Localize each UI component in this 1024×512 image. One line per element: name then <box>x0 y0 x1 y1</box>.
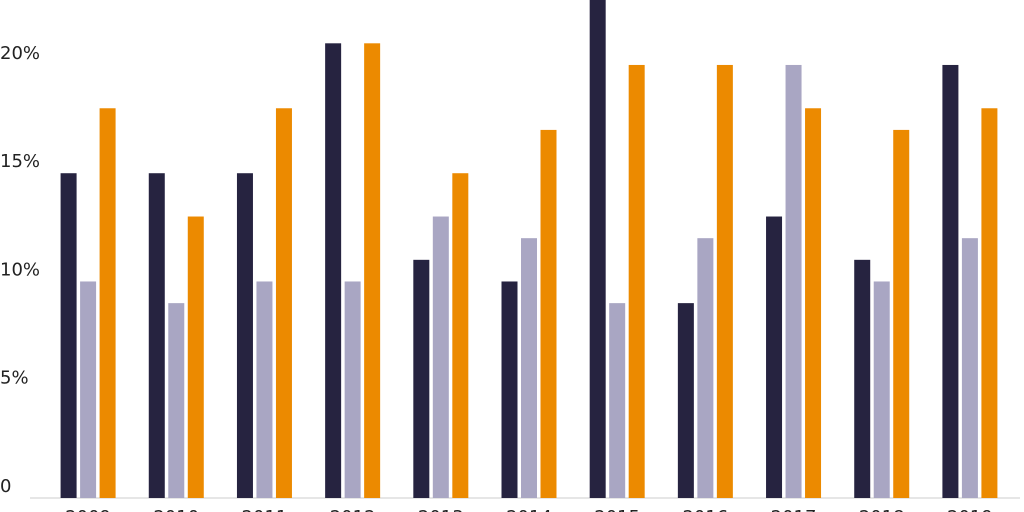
bar <box>168 303 185 498</box>
bar <box>677 303 694 498</box>
bar <box>501 281 518 498</box>
x-tick-label: 2019 <box>947 507 993 512</box>
bar <box>893 129 910 499</box>
x-tick-label: 2015 <box>594 507 640 512</box>
y-tick-label: 20% <box>0 43 40 64</box>
bar <box>628 64 645 499</box>
bar <box>236 173 253 498</box>
x-tick-label: 2016 <box>682 507 728 512</box>
bar <box>521 238 537 498</box>
bar <box>609 303 626 498</box>
bar <box>275 108 292 499</box>
x-tick-label: 2010 <box>153 507 199 512</box>
bar <box>148 173 165 498</box>
bar <box>873 281 890 498</box>
y-tick-label: 15% <box>0 151 40 172</box>
bar <box>344 281 361 498</box>
y-tick-label: 5% <box>0 368 29 389</box>
bar <box>187 216 204 499</box>
bar <box>256 281 273 498</box>
x-tick-label: 2011 <box>242 507 288 512</box>
x-tick-label: 2014 <box>506 507 552 512</box>
bar <box>697 238 714 498</box>
bar <box>432 216 449 499</box>
bar <box>452 173 469 498</box>
bar <box>766 216 783 499</box>
bar <box>80 281 97 498</box>
x-tick-label: 2017 <box>771 507 817 512</box>
y-tick-label: 0 <box>0 476 11 497</box>
bar <box>540 129 557 499</box>
bar <box>981 108 998 499</box>
x-tick-label: 2013 <box>418 507 464 512</box>
x-tick-label: 2009 <box>65 507 111 512</box>
bar <box>961 238 978 498</box>
bar <box>413 259 430 498</box>
bar <box>589 0 606 498</box>
bar <box>942 64 959 499</box>
x-tick-label: 2012 <box>330 507 376 512</box>
y-tick-label: 10% <box>0 259 40 280</box>
bar <box>60 173 77 498</box>
bar <box>99 108 116 499</box>
bar <box>364 43 381 498</box>
bar <box>716 64 733 499</box>
bar <box>805 108 822 499</box>
bar <box>854 259 871 498</box>
bar <box>785 64 802 499</box>
bar <box>325 43 342 498</box>
x-tick-label: 2018 <box>859 507 905 512</box>
